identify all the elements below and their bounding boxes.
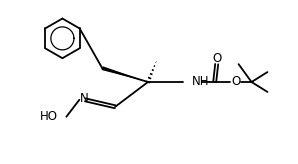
Text: O: O [212, 52, 221, 65]
Polygon shape [102, 66, 148, 82]
Text: N: N [80, 92, 88, 105]
Text: NH: NH [192, 74, 209, 88]
Text: HO: HO [39, 110, 58, 123]
Text: O: O [231, 75, 240, 89]
